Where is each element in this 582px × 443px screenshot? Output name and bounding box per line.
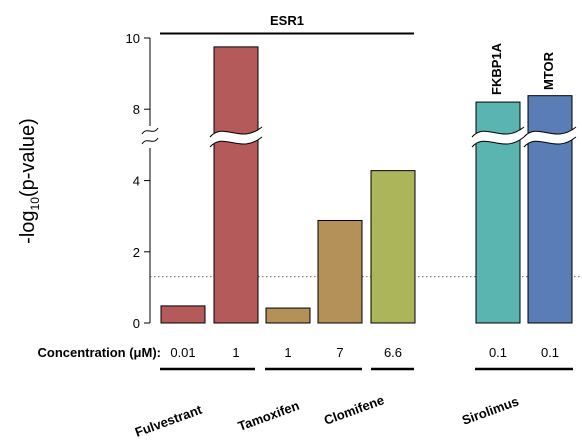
axis-break-line (141, 127, 159, 135)
axis-break-marks (141, 126, 577, 148)
concentration-value: 0.1 (541, 345, 559, 360)
bar-break-gap (524, 127, 576, 147)
concentration-value: 0.1 (489, 345, 507, 360)
axis-break-line (141, 137, 159, 145)
y-axis-label-subscript: 10 (28, 197, 42, 211)
bar-break-line (523, 136, 577, 148)
y-axis: 0 2 4 8 10 (126, 31, 151, 331)
concentration-value: 1 (232, 345, 239, 360)
target-label-fkbp1a: FKBP1A (489, 42, 504, 95)
concentration-value: 0.01 (170, 345, 195, 360)
drug-label-clomifene: Clomifene (322, 392, 386, 428)
target-label-mtor: MTOR (541, 51, 556, 90)
bar-break-line (523, 126, 577, 138)
bar-break-gap (210, 127, 262, 147)
concentration-label: Concentration (μM): (38, 345, 162, 360)
bar-fulvestrant-1 (213, 46, 259, 324)
drug-label-tamoxifen: Tamoxifen (236, 398, 301, 434)
y-axis-label-main: -log (17, 210, 39, 243)
bar-sirolimus-6 (527, 95, 573, 324)
concentration-value: 1 (284, 345, 291, 360)
drug-label-sirolimus: Sirolimus (460, 393, 521, 427)
bar-tamoxifen-3 (317, 219, 363, 324)
bar-tamoxifen-2 (265, 307, 311, 324)
y-tick-label: 8 (133, 102, 140, 117)
bar-fulvestrant-0 (160, 305, 206, 324)
bar-break-line (209, 126, 263, 138)
drug-label-fulvestrant: Fulvestrant (133, 402, 205, 440)
concentration-values: 0.01 1 1 7 6.6 0.1 0.1 (170, 345, 559, 360)
drug-groups: Fulvestrant Tamoxifen Clomifene Sirolimu… (133, 367, 573, 440)
target-label-esr1: ESR1 (270, 13, 304, 28)
concentration-value: 7 (336, 345, 343, 360)
bar-clomifene-4 (370, 170, 416, 324)
bar-break-line (209, 136, 263, 148)
bar-break-line (471, 126, 525, 138)
bars (160, 46, 573, 324)
y-tick-label: 4 (133, 174, 140, 189)
bar-break-line (471, 136, 525, 148)
y-axis-label-tail: (p-value) (17, 118, 39, 197)
y-tick-label: 10 (126, 31, 140, 46)
y-axis-label: -log10(p-value) (17, 118, 42, 244)
concentration-value: 6.6 (384, 345, 402, 360)
y-tick-label: 2 (133, 245, 140, 260)
bar-break-gap (472, 127, 524, 147)
y-tick-label: 0 (133, 316, 140, 331)
target-annotations: ESR1 FKBP1A MTOR (160, 13, 556, 95)
